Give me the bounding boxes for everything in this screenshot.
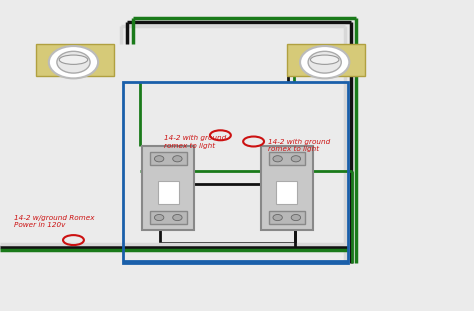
Circle shape	[49, 46, 98, 78]
Bar	[142, 146, 194, 230]
Bar	[150, 152, 186, 165]
Text: 14-2 w/ground Romex
Power in 120v: 14-2 w/ground Romex Power in 120v	[14, 215, 95, 228]
Bar	[276, 181, 297, 204]
Circle shape	[291, 156, 301, 162]
Circle shape	[300, 46, 349, 78]
Circle shape	[273, 156, 283, 162]
Text: 14-2 with ground
romex to light: 14-2 with ground romex to light	[164, 135, 226, 149]
Ellipse shape	[310, 55, 339, 64]
Circle shape	[57, 51, 90, 73]
Ellipse shape	[59, 55, 88, 64]
Circle shape	[155, 215, 164, 220]
Bar	[150, 211, 186, 224]
Bar	[287, 44, 365, 76]
Circle shape	[155, 156, 164, 162]
Circle shape	[308, 51, 341, 73]
Circle shape	[173, 215, 182, 220]
Text: 14-2 with ground
romex to light: 14-2 with ground romex to light	[268, 138, 330, 152]
Bar	[36, 44, 114, 76]
Bar	[268, 211, 305, 224]
Circle shape	[173, 156, 182, 162]
Circle shape	[291, 215, 301, 220]
Bar	[261, 146, 313, 230]
Bar	[268, 152, 305, 165]
Circle shape	[273, 215, 283, 220]
Bar	[158, 181, 179, 204]
Bar	[123, 82, 348, 263]
